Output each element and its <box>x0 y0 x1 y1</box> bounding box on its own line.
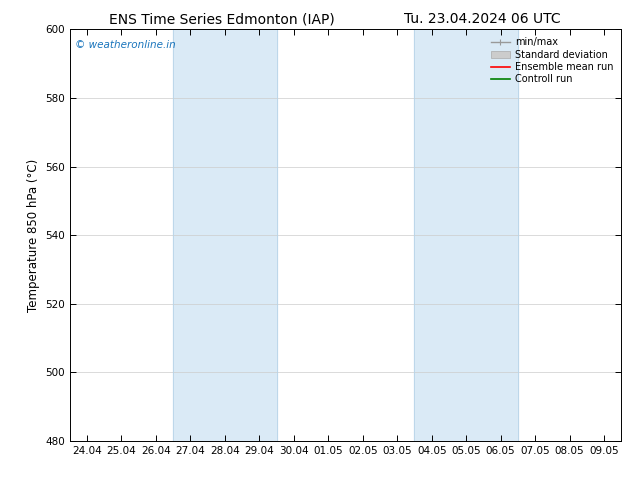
Legend: min/max, Standard deviation, Ensemble mean run, Controll run: min/max, Standard deviation, Ensemble me… <box>488 34 616 87</box>
Bar <box>173 29 276 441</box>
Text: ENS Time Series Edmonton (IAP): ENS Time Series Edmonton (IAP) <box>109 12 335 26</box>
Y-axis label: Temperature 850 hPa (°C): Temperature 850 hPa (°C) <box>27 159 39 312</box>
Bar <box>415 29 518 441</box>
Text: Tu. 23.04.2024 06 UTC: Tu. 23.04.2024 06 UTC <box>403 12 560 26</box>
Text: © weatheronline.in: © weatheronline.in <box>75 40 176 49</box>
